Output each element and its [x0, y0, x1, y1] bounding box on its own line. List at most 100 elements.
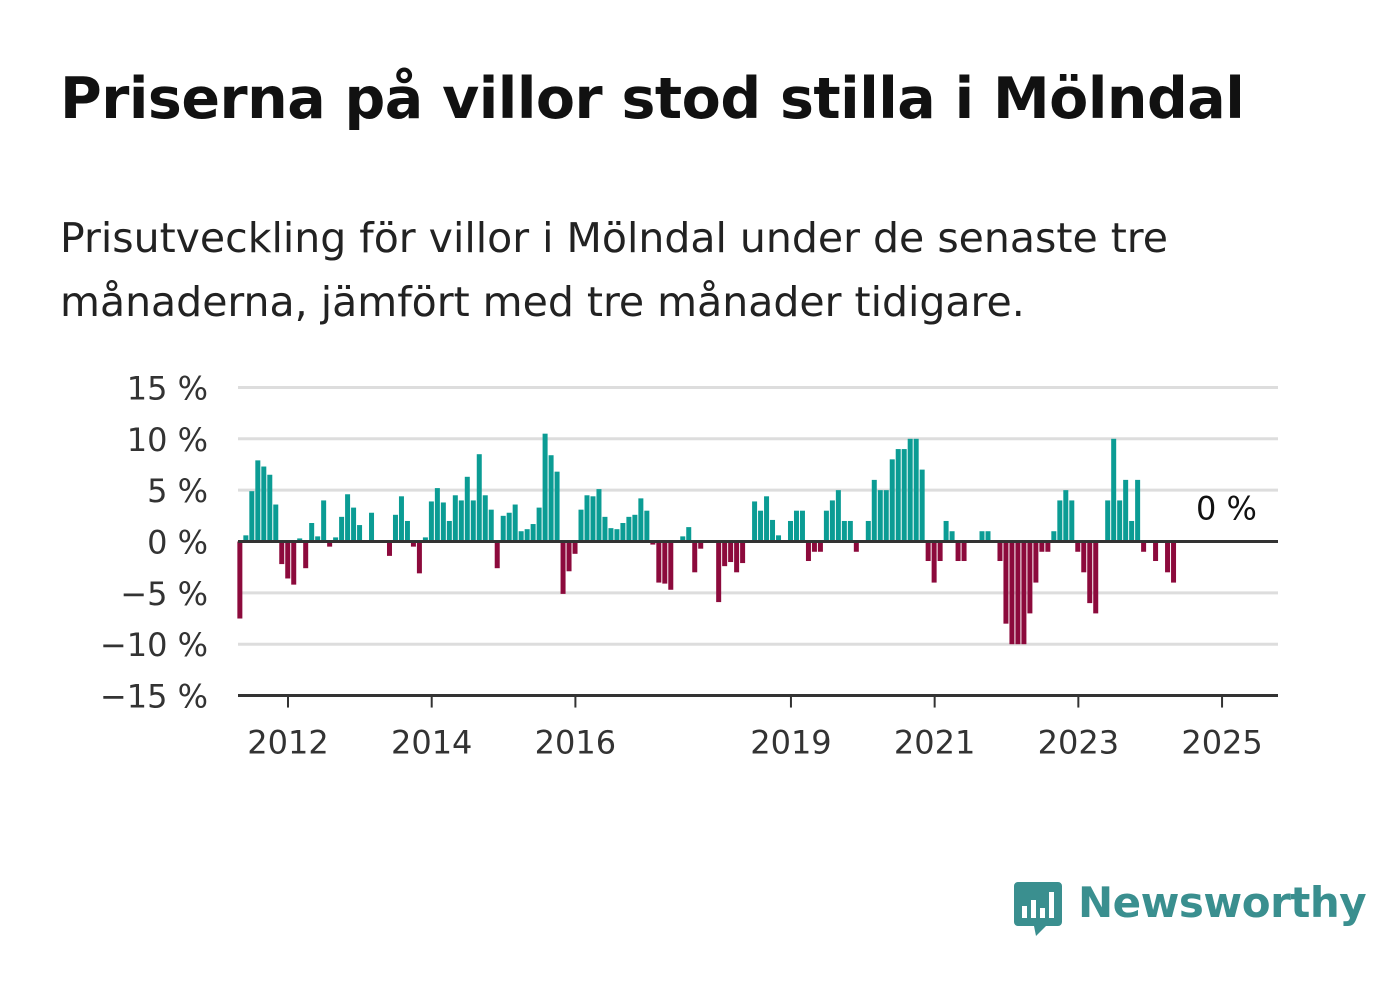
bar — [799, 510, 805, 542]
bar — [817, 541, 823, 552]
bar — [716, 541, 722, 603]
x-tick-label: 2023 — [1038, 724, 1119, 762]
x-tick-label: 2025 — [1181, 724, 1262, 762]
bar — [680, 536, 686, 542]
bar — [692, 541, 698, 573]
bar — [626, 516, 632, 542]
bar — [937, 541, 943, 562]
bar — [1033, 541, 1039, 583]
bar — [309, 523, 315, 542]
bar — [698, 541, 704, 549]
bar — [985, 531, 991, 542]
bar — [1171, 541, 1177, 583]
bar — [243, 535, 249, 542]
bar — [446, 520, 452, 542]
bar — [1027, 541, 1033, 614]
bar — [889, 459, 895, 542]
bar — [1105, 500, 1111, 542]
bar — [1045, 541, 1051, 552]
y-tick-label: −10 % — [100, 626, 208, 664]
chart-bars — [237, 433, 1177, 645]
bar — [919, 469, 925, 542]
bar — [1009, 541, 1015, 645]
bar — [776, 535, 782, 542]
bar — [608, 528, 614, 542]
bar — [1021, 541, 1027, 645]
bar — [494, 541, 500, 569]
bar — [267, 474, 273, 542]
bar — [351, 507, 357, 542]
bar — [237, 541, 243, 619]
bar — [943, 520, 949, 542]
bar — [1039, 541, 1045, 552]
bar — [416, 541, 422, 574]
bar — [793, 510, 799, 542]
bar — [548, 455, 554, 542]
bar — [333, 537, 339, 542]
y-tick-label: −5 % — [120, 575, 208, 613]
bar — [506, 512, 512, 542]
bar — [787, 520, 793, 542]
bar — [1063, 490, 1069, 542]
bar — [1051, 531, 1057, 542]
bar — [530, 524, 536, 542]
bar — [614, 529, 620, 542]
bar — [518, 531, 524, 542]
bar — [871, 479, 877, 542]
bar — [764, 496, 770, 542]
bar — [1057, 500, 1063, 542]
bar — [315, 536, 321, 542]
bar — [512, 504, 518, 542]
bar — [303, 541, 309, 569]
newsworthy-logo-icon — [1014, 882, 1062, 936]
x-tick-label: 2019 — [750, 724, 831, 762]
bar — [249, 491, 255, 542]
bar — [572, 541, 578, 554]
bar — [357, 525, 363, 542]
bar — [847, 520, 853, 542]
bar — [901, 449, 907, 542]
bar — [931, 541, 937, 583]
bar — [602, 516, 608, 542]
bar — [1081, 541, 1087, 573]
bar — [1069, 500, 1075, 542]
bar — [662, 541, 668, 584]
bar — [291, 541, 297, 585]
y-tick-label: 10 % — [127, 421, 208, 459]
y-tick-label: −15 % — [100, 678, 208, 716]
bar — [1111, 438, 1117, 542]
bar — [470, 500, 476, 542]
bar — [584, 495, 590, 542]
bar — [345, 494, 351, 542]
bar — [805, 541, 811, 562]
x-tick-label: 2021 — [894, 724, 975, 762]
bar — [273, 504, 279, 542]
y-tick-label: 15 % — [127, 369, 208, 407]
bar — [955, 541, 961, 562]
bar — [620, 523, 626, 542]
bar — [734, 541, 740, 573]
bar — [488, 509, 494, 542]
bar — [961, 541, 967, 562]
bar — [1015, 541, 1021, 645]
bar — [644, 510, 650, 542]
bar — [1087, 541, 1093, 604]
chart-subtitle: Prisutveckling för villor i Mölndal unde… — [60, 214, 1168, 326]
bar — [907, 438, 913, 542]
bar — [1165, 541, 1171, 573]
bar — [949, 531, 955, 542]
bar — [458, 500, 464, 542]
bar — [632, 514, 638, 542]
bar — [650, 541, 656, 545]
bar — [536, 507, 542, 542]
bar — [758, 510, 764, 542]
chart-grid — [238, 385, 1278, 646]
chart-title: Priserna på villor stod stilla i Mölndal — [60, 66, 1245, 132]
bar — [853, 541, 859, 552]
bar — [925, 541, 931, 562]
bar — [500, 515, 506, 542]
x-tick-label: 2016 — [535, 724, 616, 762]
x-axis-ticks: 2012 2014 2016 2019 2021 2023 2025 — [247, 695, 1263, 762]
bar — [482, 495, 488, 542]
x-tick-label: 2014 — [391, 724, 472, 762]
